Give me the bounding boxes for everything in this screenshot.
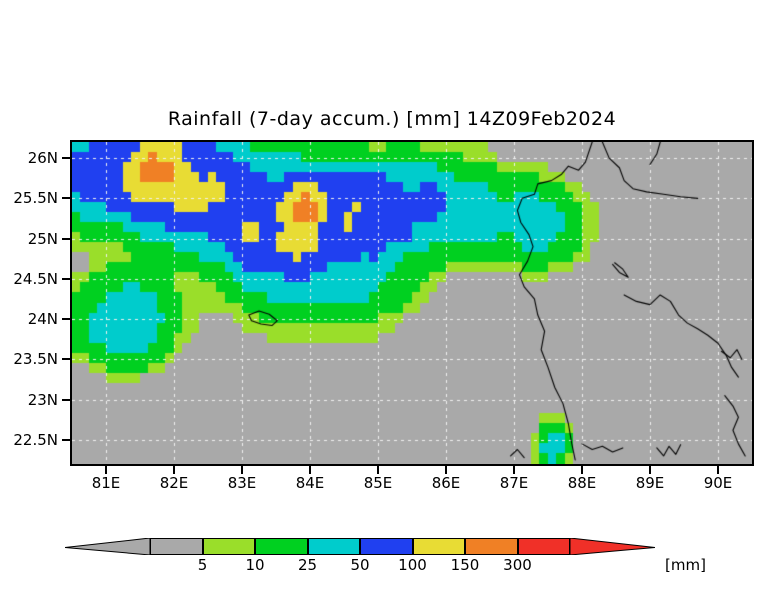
x-axis-tick-mark [649,466,651,474]
x-axis-tick-mark [377,466,379,474]
y-axis-tick-mark [62,197,70,200]
colorbar-over-arrow [570,538,655,555]
x-axis-tick-mark [717,466,719,474]
colorbar-cell [517,538,570,555]
x-axis-tick-label: 81E [91,474,121,492]
x-axis-tick-mark [581,466,583,474]
x-axis-tick-mark [445,466,447,474]
y-axis-tick-label: 23.5N [13,350,58,369]
y-axis-tick-label: 25N [27,229,58,248]
colorbar-cell [150,538,203,555]
colorbar-under-arrow [65,538,150,555]
colorbar-tick-label: 150 [450,556,480,574]
colorbar-cell [465,538,518,555]
y-axis-tick-mark [62,237,70,240]
x-axis-tick-label: 85E [363,474,393,492]
x-axis-tick-mark [513,466,515,474]
y-axis-tick-label: 26N [27,149,58,168]
colorbar-tick-label: 5 [197,556,208,574]
colorbar-cell [360,538,413,555]
colorbar-tick-label: 300 [503,556,532,574]
x-axis-tick-label: 83E [227,474,257,492]
colorbar-cell [307,538,360,555]
x-axis-tick-mark [173,466,175,474]
colorbar-cell [255,538,308,555]
y-axis-tick-mark [62,438,70,441]
y-axis-tick-label: 24.5N [13,269,58,288]
x-axis-tick-label: 87E [499,474,529,492]
page-title: Rainfall (7-day accum.) [mm] 14Z09Feb202… [167,108,617,130]
colorbar-tick-label: 10 [245,556,265,574]
x-axis-tick-mark [309,466,311,474]
x-axis-tick-mark [105,466,107,474]
y-axis-tick-mark [62,277,70,280]
x-axis-tick-label: 89E [635,474,665,492]
colorbar-cell [202,538,255,555]
y-axis-tick-mark [62,157,70,160]
colorbar-tick-label: 50 [350,556,370,574]
x-axis-tick-label: 90E [703,474,733,492]
y-axis-tick-label: 23N [27,390,58,409]
rainfall-map-plot [70,140,754,466]
y-axis-tick-mark [62,398,70,401]
colorbar-tick-label: 100 [398,556,427,574]
x-axis-tick-label: 86E [431,474,461,492]
y-axis-tick-mark [62,318,70,321]
colorbar-unit-label: [mm] [665,556,706,574]
country-border-overlay [72,142,752,464]
y-axis-tick-mark [62,358,70,361]
colorbar [150,538,570,555]
x-axis-tick-mark [241,466,243,474]
y-axis-tick-label: 24N [27,310,58,329]
y-axis-tick-label: 22.5N [13,430,58,449]
x-axis-tick-label: 82E [159,474,189,492]
x-axis-tick-label: 88E [567,474,597,492]
y-axis-tick-label: 25.5N [13,189,58,208]
colorbar-cell [412,538,465,555]
x-axis-tick-label: 84E [295,474,325,492]
colorbar-tick-label: 25 [297,556,318,574]
